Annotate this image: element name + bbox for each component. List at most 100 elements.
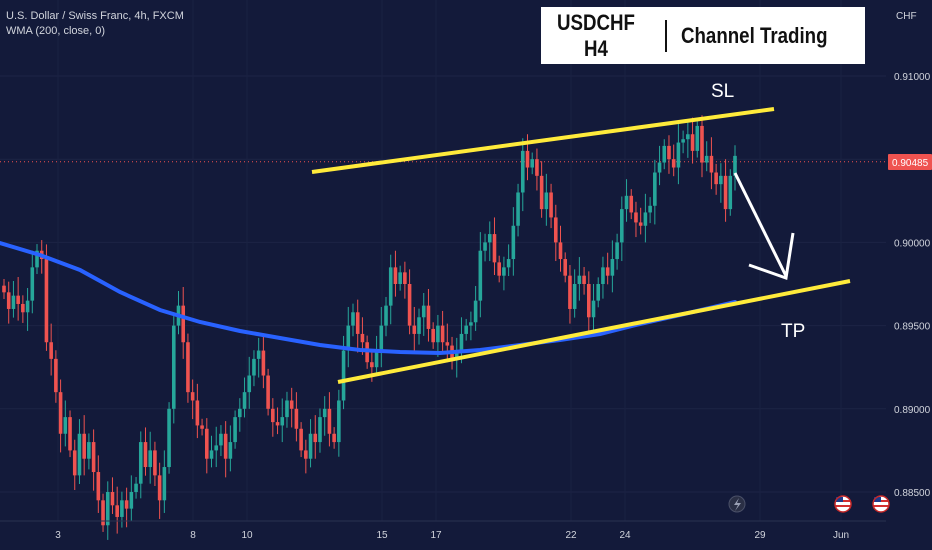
- candle: [714, 163, 718, 195]
- x-tick-label: 22: [565, 530, 577, 541]
- candle: [68, 410, 72, 458]
- candle: [242, 377, 247, 418]
- candle: [374, 335, 379, 376]
- candle: [238, 398, 242, 432]
- candle: [591, 284, 596, 330]
- candle: [247, 356, 252, 409]
- candle: [412, 306, 417, 351]
- candle: [72, 439, 77, 491]
- candle: [153, 441, 157, 487]
- right-axis: CHF 0.910000.905000.900000.895000.890000…: [886, 0, 932, 550]
- us-flag-icon[interactable]: [872, 495, 890, 513]
- candle: [436, 314, 440, 357]
- candle: [115, 486, 119, 534]
- candle: [535, 148, 539, 191]
- wma-line: [0, 241, 737, 356]
- candle: [516, 183, 520, 237]
- candle: [733, 145, 737, 191]
- candle: [695, 119, 700, 158]
- candle: [388, 254, 393, 325]
- candle: [21, 295, 25, 323]
- candle: [294, 392, 299, 442]
- candle: [209, 435, 214, 468]
- candle: [709, 137, 714, 190]
- candle: [440, 310, 445, 351]
- candle: [120, 491, 124, 528]
- candle: [483, 233, 487, 262]
- us-flag-icon[interactable]: [834, 495, 852, 513]
- candle: [129, 475, 134, 522]
- price-badge: 0.90485: [888, 154, 932, 170]
- candle: [662, 139, 667, 170]
- candle: [186, 333, 190, 403]
- title-strategy: Channel Trading: [681, 22, 828, 48]
- candle: [280, 398, 285, 443]
- candle: [223, 421, 228, 478]
- candlestick-series: [2, 115, 737, 540]
- candle: [530, 152, 535, 175]
- candle: [520, 138, 525, 212]
- candle: [58, 379, 63, 453]
- candle: [610, 240, 615, 293]
- candle: [313, 415, 318, 459]
- candle: [469, 311, 473, 341]
- candle: [464, 318, 468, 341]
- candle: [379, 306, 384, 368]
- candle: [332, 427, 336, 449]
- y-tick-label: 0.89500: [894, 322, 931, 333]
- candle: [134, 477, 138, 499]
- x-tick-label: 10: [241, 530, 253, 541]
- candle: [261, 333, 266, 389]
- candle: [431, 322, 435, 349]
- title-separator: [665, 19, 667, 52]
- x-tick-label: 8: [190, 530, 196, 541]
- candle: [671, 144, 676, 177]
- candle: [355, 299, 360, 353]
- candle: [426, 288, 431, 342]
- candle: [25, 287, 30, 331]
- candle: [629, 189, 634, 220]
- candle: [558, 225, 563, 272]
- candle: [82, 415, 86, 476]
- candle: [318, 408, 322, 453]
- candle: [704, 141, 709, 172]
- candle: [77, 419, 82, 485]
- candle: [563, 252, 568, 283]
- x-tick-label: 15: [376, 530, 388, 541]
- candle: [289, 387, 294, 428]
- candle: [657, 145, 662, 186]
- indicator-label: WMA (200, close, 0): [6, 25, 106, 37]
- candle: [54, 350, 58, 403]
- lightning-icon[interactable]: [728, 495, 746, 513]
- candle: [398, 265, 402, 291]
- candle: [327, 392, 332, 447]
- candle: [676, 123, 681, 185]
- y-tick-label: 0.91000: [894, 72, 931, 83]
- candle: [87, 433, 91, 470]
- candle: [105, 481, 110, 540]
- candle: [648, 197, 652, 224]
- candle: [544, 173, 549, 226]
- candle: [157, 462, 162, 519]
- candle: [492, 217, 497, 276]
- candle: [346, 306, 351, 368]
- candle: [101, 493, 105, 532]
- x-tick-label: 24: [619, 530, 631, 541]
- candle: [690, 117, 695, 164]
- x-tick-label: 3: [55, 530, 61, 541]
- candle: [256, 337, 261, 378]
- currency-label: CHF: [896, 11, 917, 22]
- candle: [601, 256, 605, 299]
- candle: [478, 232, 483, 318]
- candle: [351, 303, 355, 337]
- candle: [167, 402, 171, 474]
- candle: [624, 179, 629, 222]
- projection-arrow: [733, 172, 795, 281]
- candle: [30, 250, 35, 314]
- candle: [63, 400, 68, 447]
- bottom-axis: 3 8 10 15 17 22 24 29 Jun: [0, 520, 886, 541]
- candle: [653, 159, 657, 225]
- candle: [681, 130, 685, 154]
- candle: [219, 425, 223, 457]
